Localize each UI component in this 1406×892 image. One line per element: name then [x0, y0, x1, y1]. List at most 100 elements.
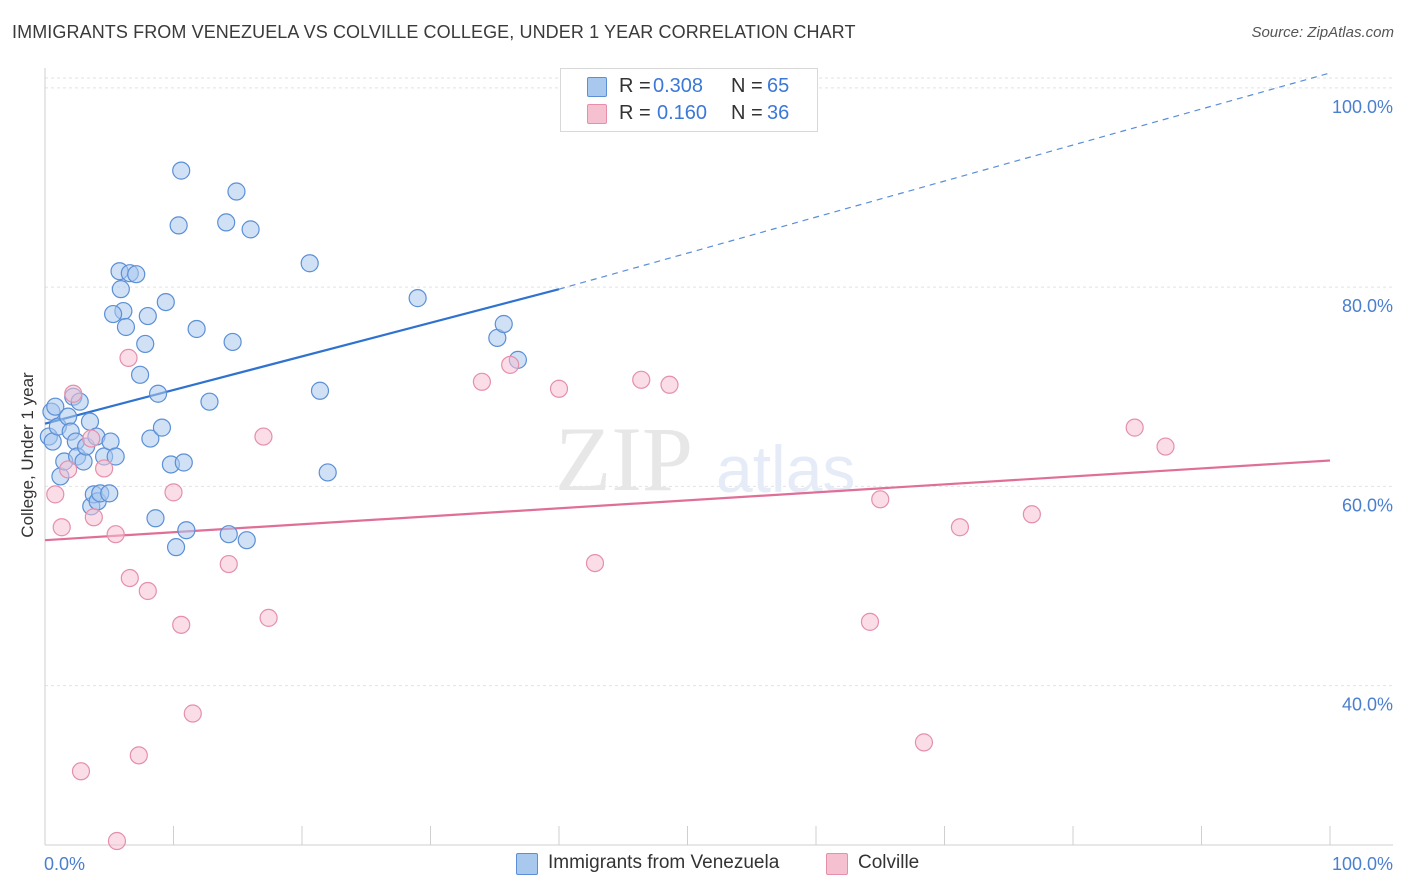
trend-lines — [44, 72, 1331, 542]
tick-labels: 40.0% 60.0% 80.0% 100.0% 0.0% 100.0% — [44, 97, 1393, 874]
point-colville — [71, 762, 91, 781]
watermark: ZIP atlas — [555, 408, 855, 510]
point-colville — [84, 508, 103, 527]
point-colville — [950, 518, 970, 537]
legend-r-value: 0.160 — [657, 102, 708, 124]
point-venezuela — [187, 319, 206, 339]
point-venezuela — [219, 525, 238, 544]
point-venezuela — [174, 453, 193, 472]
point-colville — [107, 831, 127, 851]
y-tick-label: 60.0% — [1342, 495, 1393, 515]
point-venezuela — [217, 213, 236, 232]
legend-swatch-pink — [587, 104, 607, 124]
point-colville — [164, 483, 183, 502]
point-venezuela — [310, 381, 330, 400]
trend-line-venezuela — [44, 288, 560, 425]
point-colville — [585, 553, 605, 573]
trend-line-colville — [44, 459, 1331, 542]
point-venezuela — [227, 182, 246, 201]
point-venezuela — [152, 418, 172, 437]
point-venezuela — [46, 397, 65, 416]
point-venezuela — [300, 254, 319, 273]
point-colville — [1022, 505, 1041, 524]
y-tick-label: 40.0% — [1342, 695, 1393, 715]
legend-r-label: R = — [619, 75, 651, 97]
stats-legend: R = 0.308 N = 65 R = 0.160 N = 36 — [560, 68, 818, 132]
point-colville — [172, 615, 191, 634]
point-colville — [259, 608, 278, 627]
point-colville — [914, 733, 934, 752]
point-venezuela — [104, 304, 123, 324]
point-venezuela — [223, 332, 242, 352]
point-venezuela — [318, 463, 337, 482]
point-venezuela — [106, 447, 125, 466]
point-colville — [106, 525, 125, 544]
source-label: Source: ZipAtlas.com — [1251, 24, 1394, 41]
point-colville — [871, 490, 890, 509]
point-venezuela — [100, 484, 119, 503]
point-colville — [472, 372, 491, 391]
chart-title: IMMIGRANTS FROM VENEZUELA VS COLVILLE CO… — [12, 22, 856, 42]
point-venezuela — [494, 314, 513, 334]
legend-r-label: R = — [619, 102, 651, 124]
point-venezuela — [74, 452, 93, 471]
point-venezuela — [237, 531, 256, 550]
point-colville — [95, 459, 114, 478]
bottom-legend-swatch-pink — [826, 853, 848, 875]
trend-line-venezuela-extrapolated — [558, 72, 1331, 290]
point-colville — [501, 355, 520, 374]
bottom-legend-swatch-blue — [516, 853, 538, 875]
y-tick-label: 80.0% — [1342, 296, 1393, 316]
point-colville — [120, 568, 139, 588]
point-colville — [660, 375, 679, 394]
point-venezuela — [148, 384, 168, 403]
point-venezuela — [146, 509, 165, 528]
data-points — [39, 76, 1175, 851]
point-venezuela — [200, 392, 219, 411]
point-colville — [119, 348, 138, 367]
axes — [44, 68, 1393, 846]
point-colville — [129, 746, 148, 765]
gridlines — [45, 77, 1393, 687]
point-colville — [59, 460, 78, 479]
point-venezuela — [116, 317, 136, 337]
point-colville — [82, 429, 101, 448]
legend-n-value: 36 — [767, 102, 790, 124]
point-venezuela — [177, 521, 196, 540]
point-colville — [1156, 437, 1175, 456]
point-colville — [860, 612, 880, 631]
point-venezuela — [138, 306, 157, 326]
x-tick-label-min: 0.0% — [44, 854, 85, 874]
point-colville — [1125, 418, 1144, 437]
point-venezuela — [241, 220, 260, 239]
point-venezuela — [166, 538, 186, 557]
point-colville — [64, 384, 83, 403]
bottom-legend-label: Colville — [858, 852, 920, 873]
point-venezuela — [130, 365, 150, 384]
point-colville — [219, 554, 238, 574]
point-venezuela — [141, 429, 160, 448]
point-colville — [52, 518, 71, 537]
point-venezuela — [172, 161, 191, 180]
point-colville — [549, 379, 569, 398]
legend-n-label: N = — [731, 75, 763, 97]
point-colville — [138, 581, 157, 601]
legend-n-value: 65 — [767, 75, 790, 97]
bottom-legend-label: Immigrants from Venezuela — [548, 852, 780, 873]
point-colville — [183, 704, 202, 723]
point-venezuela — [111, 280, 130, 299]
point-venezuela — [169, 216, 188, 235]
y-tick-label: 100.0% — [1332, 97, 1393, 117]
point-venezuela — [59, 407, 78, 426]
point-venezuela — [127, 265, 146, 284]
legend-swatch-blue — [587, 77, 607, 97]
point-colville — [632, 370, 651, 389]
watermark-zip: ZIP — [555, 408, 693, 510]
legend-n-label: N = — [731, 102, 763, 124]
point-venezuela — [156, 292, 175, 312]
x-tick-label-max: 100.0% — [1332, 854, 1393, 874]
point-venezuela — [136, 334, 155, 354]
point-colville — [254, 427, 273, 446]
legend-r-value: 0.308 — [653, 75, 704, 97]
